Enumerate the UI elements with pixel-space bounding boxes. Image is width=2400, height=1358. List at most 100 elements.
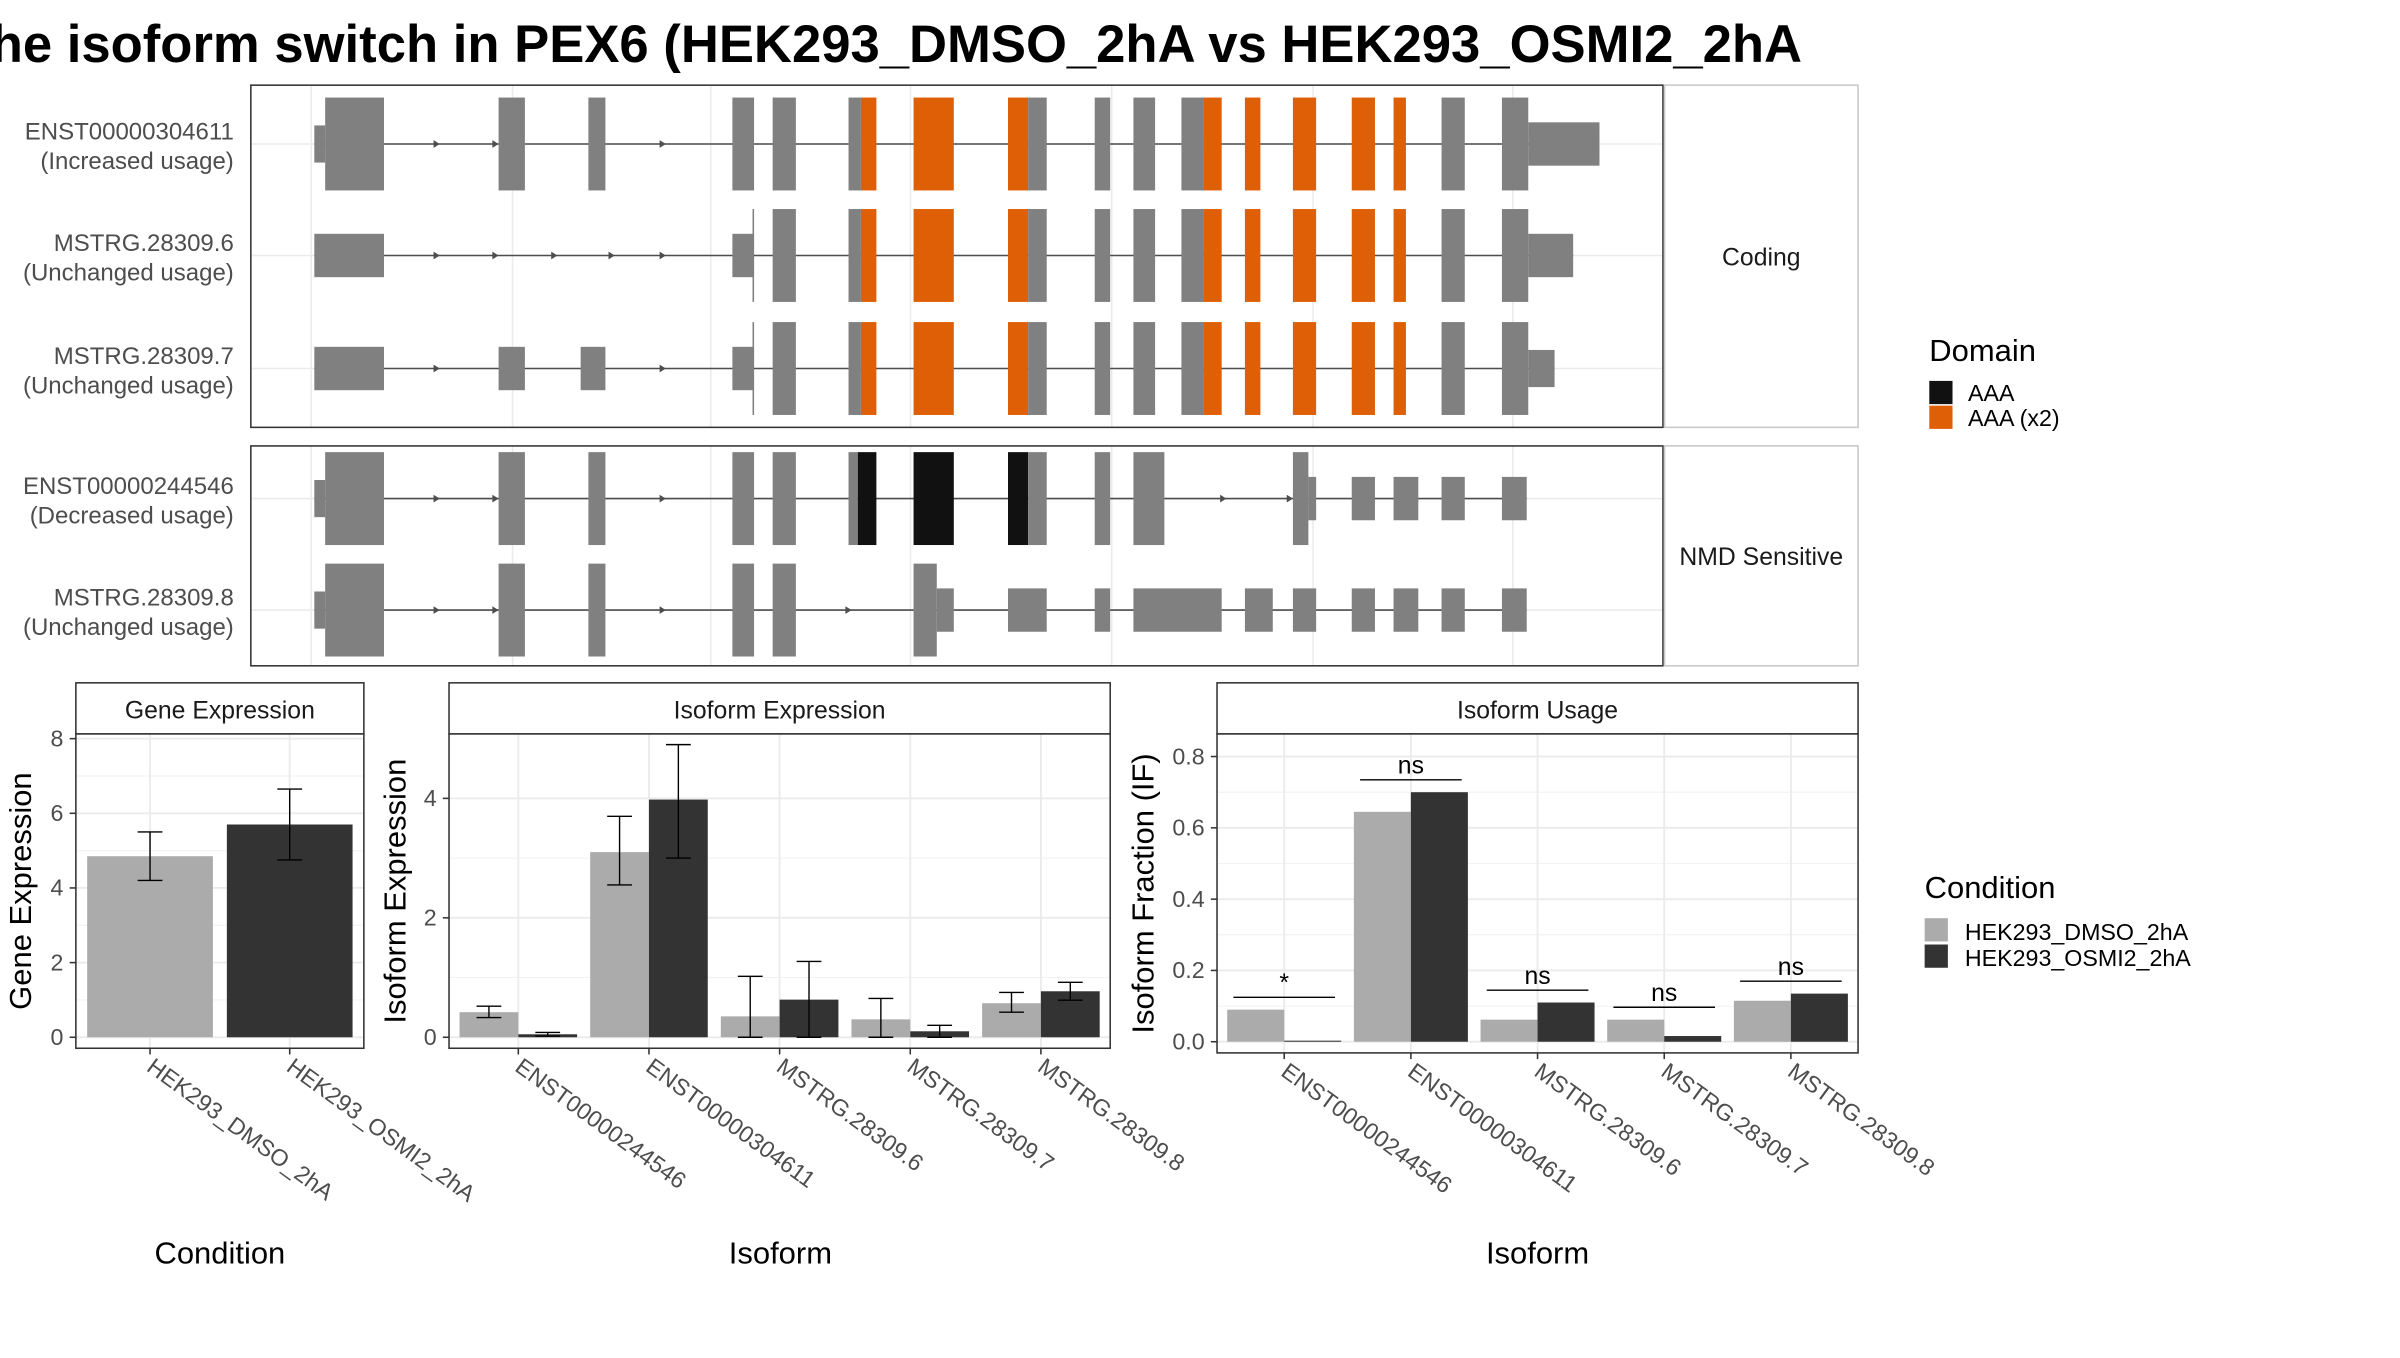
domain-exon <box>1244 97 1261 191</box>
structure-panel-bg <box>250 445 1663 666</box>
exon <box>772 452 796 546</box>
exon <box>752 209 755 302</box>
y-axis-title: Isoform Fraction (IF) <box>1126 753 1161 1033</box>
domain-exon <box>1008 97 1029 191</box>
exon <box>1441 322 1465 415</box>
strand-arrow <box>492 494 499 503</box>
chart-title: Isoform Expression <box>674 697 886 724</box>
exon <box>588 97 606 191</box>
structure-panel-frame <box>250 445 1664 667</box>
exon <box>1028 97 1047 191</box>
strand-arrow <box>659 140 666 148</box>
exon <box>1133 452 1165 546</box>
y-tick-label: 2 <box>51 949 64 975</box>
y-tick-label: 6 <box>51 800 64 826</box>
bar <box>1537 1002 1595 1042</box>
condition-legend-label: HEK293_DMSO_2hA <box>1965 919 2189 945</box>
domain-exon <box>1351 97 1375 191</box>
exon <box>1441 588 1465 632</box>
domain-exon <box>913 209 954 302</box>
exon <box>848 209 861 302</box>
domain-exon <box>913 452 954 546</box>
exon <box>580 346 606 391</box>
strand-arrow <box>1286 494 1293 503</box>
bar <box>1353 811 1411 1042</box>
y-tick-label: 4 <box>51 875 64 901</box>
domain-exon <box>1351 322 1375 415</box>
y-axis-title: Isoform Expression <box>378 759 413 1024</box>
exon <box>1133 209 1156 302</box>
domain-exon <box>1008 322 1029 415</box>
domain-exon <box>860 322 877 415</box>
transcript-label: ENST00000244546 <box>23 473 234 500</box>
exon <box>1028 209 1047 302</box>
exon <box>325 563 385 657</box>
exon <box>1292 588 1317 632</box>
y-tick-label: 0.6 <box>1172 815 1204 841</box>
condition-legend-key <box>1924 918 1948 942</box>
structure-panel-frame <box>250 84 1664 429</box>
exon <box>772 563 796 657</box>
x-axis-title: Isoform <box>729 1235 832 1270</box>
x-axis-title: Isoform <box>1486 1235 1589 1270</box>
exon <box>1501 97 1529 191</box>
strand-arrow <box>433 494 440 503</box>
exon <box>1528 122 1600 166</box>
exon <box>314 346 385 391</box>
exon <box>732 346 755 391</box>
domain-exon <box>1203 209 1222 302</box>
strand-arrow <box>659 364 666 373</box>
domain-legend-key <box>1929 405 1953 429</box>
significance-label: ns <box>1398 753 1424 780</box>
exon <box>1133 322 1156 415</box>
transcript-usage-label: (Decreased usage) <box>30 502 234 529</box>
domain-exon <box>1393 97 1406 191</box>
domain-exon <box>1292 209 1317 302</box>
exon <box>772 97 796 191</box>
transcript-label: MSTRG.28309.7 <box>54 343 234 370</box>
domain-exon <box>1244 209 1261 302</box>
significance-label: ns <box>1524 963 1550 990</box>
domain-exon <box>1008 209 1029 302</box>
exon <box>1441 209 1465 302</box>
exon <box>498 346 525 391</box>
domain-exon <box>860 209 877 302</box>
exon <box>1094 588 1111 632</box>
exon <box>732 452 755 546</box>
bar <box>1607 1019 1665 1042</box>
exon <box>848 322 861 415</box>
exon <box>1501 476 1527 521</box>
exon <box>1528 233 1574 278</box>
domain-exon <box>857 452 877 546</box>
bar <box>1227 1009 1285 1042</box>
exon <box>848 97 861 191</box>
significance-label: ns <box>1778 954 1804 981</box>
exon <box>1094 322 1111 415</box>
exon <box>1528 349 1555 388</box>
exon <box>1393 588 1419 632</box>
domain-exon <box>1292 97 1317 191</box>
exon <box>1133 97 1156 191</box>
y-tick-label: 0.8 <box>1172 743 1204 769</box>
domain-exon <box>1292 322 1317 415</box>
exon <box>1351 476 1375 521</box>
domain-exon <box>1393 209 1406 302</box>
significance-label: * <box>1279 970 1289 997</box>
exon <box>1008 588 1047 632</box>
y-tick-label: 2 <box>424 905 437 931</box>
bar <box>87 856 213 1038</box>
exon <box>314 233 385 278</box>
strip-label: Coding <box>1722 245 1800 272</box>
exon <box>1133 588 1222 632</box>
exon <box>1094 97 1111 191</box>
y-tick-label: 4 <box>424 785 437 811</box>
transcript-usage-label: (Unchanged usage) <box>23 259 234 286</box>
exon <box>1308 476 1317 521</box>
exon <box>1094 452 1111 546</box>
strand-arrow <box>433 606 440 614</box>
chart-strip <box>1216 682 1859 735</box>
bar <box>1790 993 1848 1042</box>
bar <box>1480 1019 1538 1042</box>
condition-legend-title: Condition <box>1925 870 2056 905</box>
